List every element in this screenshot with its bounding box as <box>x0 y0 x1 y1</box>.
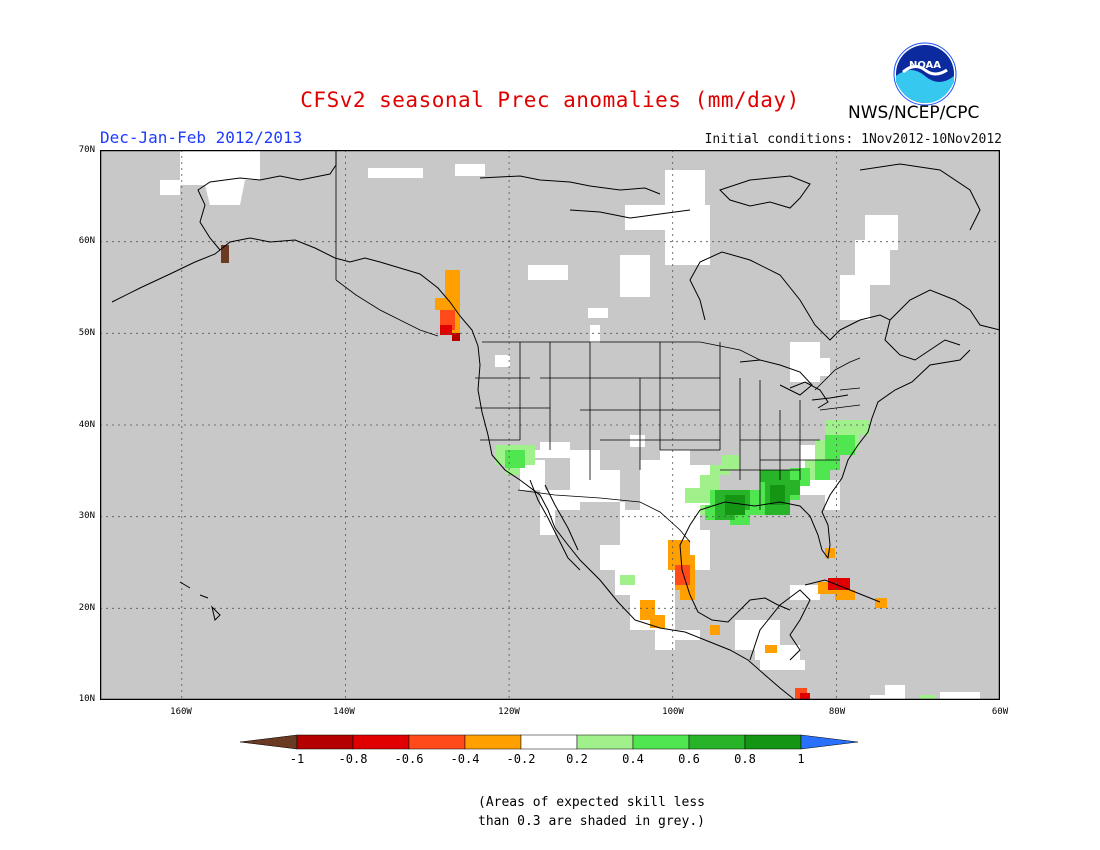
noaa-logo-text: NOAA <box>909 60 941 71</box>
colorbar-segment <box>408 734 466 750</box>
colorbar-label: 0.8 <box>734 752 756 766</box>
colorbar-label: 1 <box>797 752 805 766</box>
agency-label: NWS/NCEP/CPC <box>848 103 980 123</box>
noaa-logo-icon: NOAA <box>893 42 957 106</box>
colorbar-segment <box>296 734 354 750</box>
anomaly-minus-0p8 <box>452 333 460 341</box>
colorbar-segment <box>800 734 859 750</box>
lat-label: 70N <box>78 145 95 155</box>
lat-label: 60N <box>78 236 95 246</box>
colorbar-segment <box>688 734 746 750</box>
lat-label: 50N <box>78 328 95 338</box>
colorbar-segment <box>744 734 802 750</box>
skill-note: (Areas of expected skill less than 0.3 a… <box>478 793 705 831</box>
precip-anomaly-map <box>100 150 1000 700</box>
lon-label: 160W <box>170 707 192 717</box>
lon-label: 100W <box>662 707 684 717</box>
colorbar-label: 0.6 <box>678 752 700 766</box>
colorbar-segment <box>520 734 578 750</box>
lat-label: 30N <box>78 511 95 521</box>
anomaly-minus-0p6 <box>440 325 850 700</box>
initial-conditions-label: Initial conditions: 1Nov2012-10Nov2012 <box>704 132 1002 147</box>
anomaly-plus-0p8 <box>725 485 785 515</box>
colorbar-label: -0.8 <box>338 752 368 766</box>
lon-label: 80W <box>828 707 846 717</box>
colorbar-segment <box>352 734 410 750</box>
colorbar-label: 0.2 <box>566 752 588 766</box>
lon-label: 60W <box>991 707 1009 717</box>
lat-label: 20N <box>78 603 95 613</box>
skill-note-line2: than 0.3 are shaded in grey.) <box>478 814 705 829</box>
lat-label: 10N <box>78 694 95 704</box>
season-label: Dec-Jan-Feb 2012/2013 <box>100 128 303 147</box>
colorbar-label: -0.4 <box>450 752 480 766</box>
colorbar-segment <box>240 734 298 750</box>
colorbar <box>240 734 859 750</box>
lon-label: 120W <box>498 707 520 717</box>
colorbar-label: -1 <box>289 752 305 766</box>
colorbar-label: -0.2 <box>506 752 536 766</box>
map-frame <box>100 150 1000 700</box>
anomaly-minus-1 <box>221 245 229 263</box>
colorbar-segment <box>576 734 634 750</box>
lon-label: 140W <box>333 707 355 717</box>
borders <box>335 150 861 543</box>
colorbar-segment <box>632 734 690 750</box>
skill-note-line1: (Areas of expected skill less <box>478 795 705 810</box>
chart-title: CFSv2 seasonal Prec anomalies (mm/day) <box>300 88 800 112</box>
colorbar-segment <box>464 734 522 750</box>
colorbar-label: 0.4 <box>622 752 644 766</box>
lat-label: 40N <box>78 420 95 430</box>
coastlines <box>111 150 1000 700</box>
colorbar-label: -0.6 <box>394 752 424 766</box>
